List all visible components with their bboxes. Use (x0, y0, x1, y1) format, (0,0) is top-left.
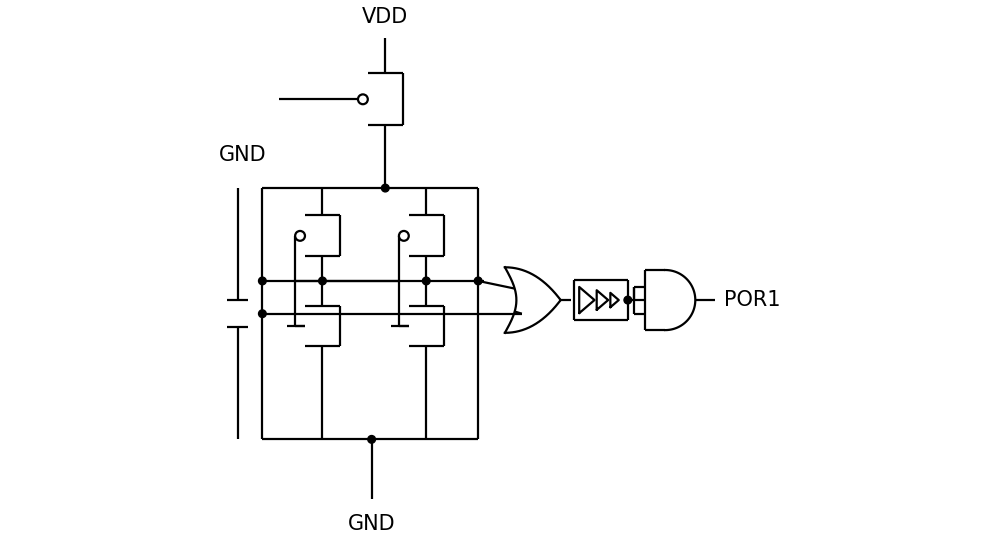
Circle shape (259, 310, 266, 317)
Circle shape (259, 277, 266, 285)
Circle shape (399, 231, 409, 241)
Circle shape (474, 277, 482, 285)
Circle shape (381, 184, 389, 192)
Circle shape (319, 277, 326, 285)
Text: GND: GND (219, 145, 266, 166)
Circle shape (295, 231, 305, 241)
Text: GND: GND (348, 514, 395, 534)
Circle shape (422, 277, 430, 285)
Circle shape (358, 95, 368, 104)
Text: POR1: POR1 (724, 290, 780, 310)
Circle shape (624, 296, 632, 304)
Circle shape (368, 436, 375, 443)
Text: VDD: VDD (362, 7, 408, 27)
